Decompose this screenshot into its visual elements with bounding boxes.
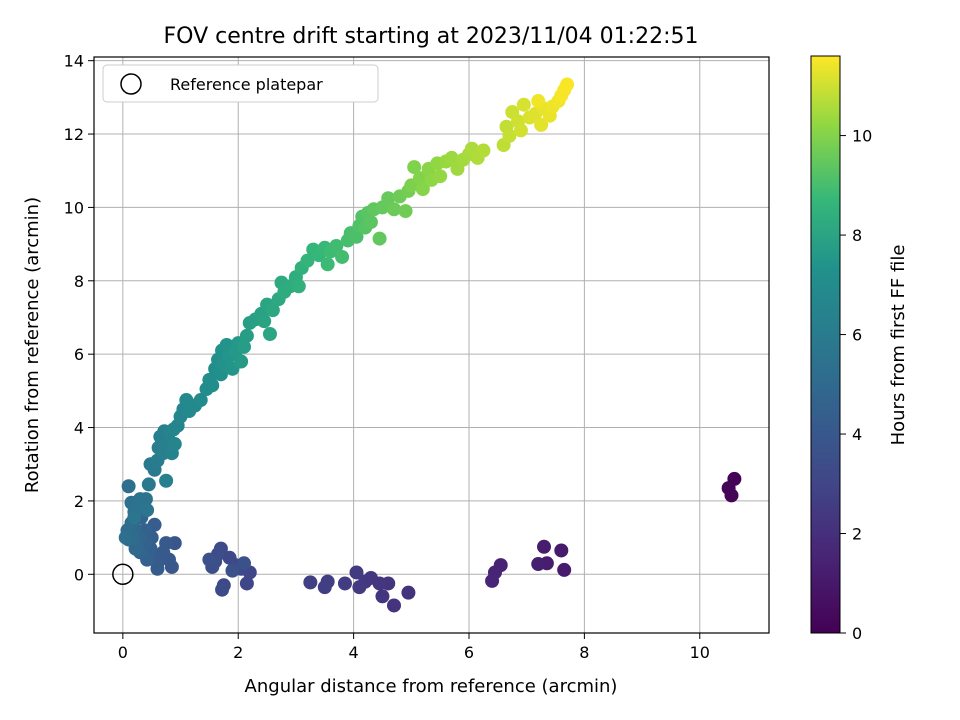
data-point: [121, 479, 136, 494]
chart-title: FOV centre drift starting at 2023/11/04 …: [164, 24, 699, 49]
legend-box: [102, 64, 379, 103]
y-tick-label: 0: [74, 565, 84, 584]
x-tick-label: 6: [464, 643, 474, 662]
x-tick-label: 10: [690, 643, 710, 662]
data-point: [398, 204, 413, 219]
y-tick-label: 4: [74, 419, 84, 438]
data-point: [138, 492, 153, 507]
data-point: [159, 473, 174, 488]
colorbar-tick-label: 4: [852, 425, 862, 444]
colorbar-tick-label: 10: [852, 127, 872, 146]
data-point: [225, 563, 240, 578]
legend-marker: [120, 73, 142, 95]
data-point: [537, 539, 551, 554]
data-points: [118, 77, 742, 613]
data-point: [265, 303, 280, 318]
data-point: [167, 437, 182, 452]
data-point: [724, 488, 739, 503]
data-point: [320, 257, 335, 272]
y-tick-label: 14: [64, 52, 84, 71]
data-point: [352, 580, 367, 595]
data-point: [412, 171, 427, 186]
data-point: [335, 249, 350, 264]
data-point: [337, 576, 352, 591]
colorbar-tick-label: 8: [852, 226, 862, 245]
data-point: [372, 231, 387, 246]
colorbar-tick-label: 0: [852, 624, 862, 643]
x-tick-label: 4: [349, 643, 359, 662]
data-point: [534, 117, 549, 132]
reference-marker: [112, 563, 134, 586]
data-point: [516, 97, 531, 112]
colorbar-gradient: [810, 55, 841, 634]
colorbar-tick-label: 2: [852, 525, 862, 544]
data-point: [239, 576, 254, 591]
data-point: [257, 314, 272, 329]
data-point: [513, 123, 528, 138]
x-tick-label: 8: [579, 643, 589, 662]
axes: 0 2 4 6 8 10 0 2 4 6 8 10 12 14: [64, 52, 770, 662]
data-point: [375, 589, 390, 604]
plot-frame: [93, 56, 770, 634]
data-point: [291, 279, 306, 294]
data-point: [202, 552, 217, 567]
data-point: [502, 128, 517, 143]
data-point: [150, 561, 165, 576]
data-point: [387, 202, 401, 217]
data-point: [349, 229, 364, 244]
data-point: [329, 238, 344, 253]
y-axis-label: Rotation from reference (arcmin): [22, 197, 43, 493]
data-point: [239, 328, 254, 343]
data-point: [554, 543, 569, 558]
data-point: [407, 160, 422, 175]
data-point: [127, 510, 142, 525]
data-point: [401, 585, 416, 600]
data-point: [205, 378, 220, 393]
colorbar: 0 2 4 6 8 10: [810, 55, 872, 643]
data-point: [193, 393, 208, 408]
data-point: [531, 94, 546, 109]
data-point: [476, 143, 491, 158]
data-point: [300, 253, 315, 268]
data-point: [415, 182, 430, 197]
legend: Reference platepar: [102, 64, 379, 103]
data-point: [557, 562, 572, 577]
y-tick-label: 12: [64, 125, 84, 144]
y-tick-label: 8: [74, 272, 84, 291]
data-point: [363, 215, 378, 230]
data-point: [387, 598, 401, 613]
y-tick-label: 10: [64, 198, 84, 217]
x-axis-label: Angular distance from reference (arcmin): [245, 676, 618, 697]
grid-lines: [94, 57, 769, 633]
data-point: [222, 550, 237, 565]
data-point: [237, 339, 251, 354]
reference-point: [112, 563, 134, 586]
data-point: [140, 503, 155, 518]
data-point: [317, 580, 332, 595]
data-point: [560, 77, 575, 92]
data-point: [349, 565, 364, 580]
y-tick-label: 6: [74, 345, 84, 364]
data-point: [141, 477, 156, 492]
data-point: [262, 326, 277, 341]
data-point: [237, 556, 251, 571]
x-tick-label: 0: [118, 643, 128, 662]
data-point: [433, 169, 448, 184]
colorbar-tick-label: 6: [852, 326, 862, 345]
data-point: [531, 557, 546, 572]
data-point: [234, 354, 249, 369]
data-point: [118, 530, 133, 545]
data-point: [215, 582, 230, 597]
data-point: [485, 573, 500, 588]
legend-label: Reference platepar: [170, 75, 323, 94]
colorbar-label: Hours from first FF file: [888, 245, 909, 446]
x-tick-label: 2: [233, 643, 243, 662]
data-point: [444, 150, 459, 165]
y-tick-label: 2: [74, 492, 84, 511]
data-point: [303, 575, 318, 590]
data-point: [381, 191, 396, 206]
